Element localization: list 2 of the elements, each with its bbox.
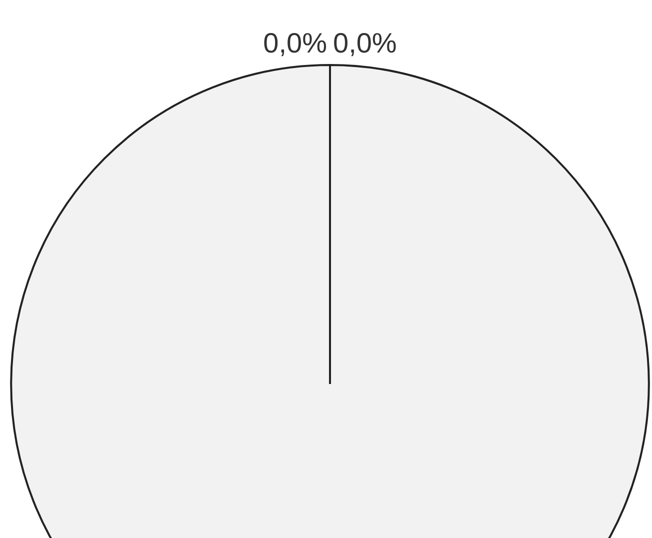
text: 0,0% <box>333 28 397 59</box>
text: 0,0% <box>263 28 327 59</box>
